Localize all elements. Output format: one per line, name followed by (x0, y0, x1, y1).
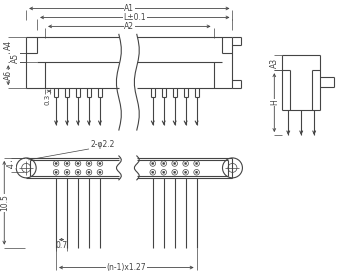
Circle shape (173, 171, 176, 174)
Text: A5: A5 (11, 53, 20, 63)
Circle shape (163, 171, 165, 174)
Text: A3: A3 (270, 58, 279, 68)
Circle shape (195, 171, 198, 174)
Circle shape (152, 171, 154, 174)
Circle shape (77, 162, 79, 165)
Text: L±0.1: L±0.1 (123, 13, 146, 22)
Text: 0.7: 0.7 (55, 241, 68, 250)
Circle shape (173, 162, 176, 165)
Circle shape (66, 162, 68, 165)
Text: A4: A4 (4, 40, 13, 50)
Text: (n-1)x1.27: (n-1)x1.27 (106, 263, 146, 272)
Text: H: H (270, 100, 279, 106)
Text: A6: A6 (4, 70, 13, 80)
Circle shape (152, 162, 154, 165)
Circle shape (88, 162, 90, 165)
Circle shape (99, 171, 101, 174)
Text: A1: A1 (124, 4, 134, 13)
Text: 0.3: 0.3 (45, 94, 51, 105)
Circle shape (184, 162, 187, 165)
Circle shape (66, 171, 68, 174)
Circle shape (55, 162, 57, 165)
Text: 4: 4 (7, 163, 16, 167)
Circle shape (184, 171, 187, 174)
Text: 2-φ2.2: 2-φ2.2 (91, 140, 115, 149)
Circle shape (88, 171, 90, 174)
Circle shape (195, 162, 198, 165)
Text: A2: A2 (124, 22, 134, 31)
Circle shape (77, 171, 79, 174)
Circle shape (163, 162, 165, 165)
Circle shape (99, 162, 101, 165)
Circle shape (55, 171, 57, 174)
Text: 10.5: 10.5 (0, 194, 9, 211)
